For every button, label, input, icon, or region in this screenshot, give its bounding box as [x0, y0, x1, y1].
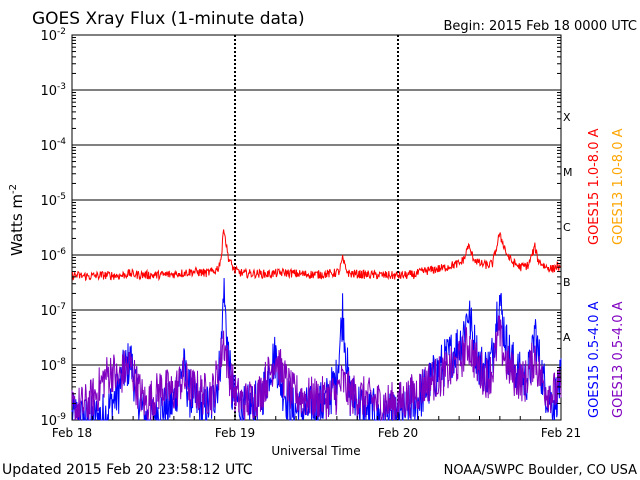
y-tick-base: 10: [40, 249, 57, 264]
y-tick-base: 10: [40, 29, 57, 44]
x-axis-title: Universal Time: [271, 444, 360, 458]
y-tick-exponent: -4: [57, 137, 66, 147]
y-tick-exponent: -7: [57, 302, 66, 312]
x-tick-label: Feb 21: [541, 426, 581, 440]
flare-class-label: B: [563, 276, 571, 289]
y-tick-exponent: -9: [57, 412, 66, 422]
legend-entry: GOES13 0.5-4.0 A: [611, 301, 626, 418]
flare-class-label: M: [563, 166, 573, 179]
y-tick-label: 10-4: [40, 137, 66, 154]
flare-class-label: A: [563, 331, 571, 344]
y-tick-base: 10: [40, 304, 57, 319]
y-tick-exponent: -6: [57, 247, 66, 257]
x-tick-label: Feb 20: [378, 426, 418, 440]
y-axis-title-text: Watts m: [8, 194, 26, 256]
x-tick-label: Feb 18: [52, 426, 92, 440]
legend-entry: GOES15 1.0-8.0 A: [587, 128, 602, 245]
begin-label: Begin: 2015 Feb 18 0000 UTC: [443, 19, 637, 34]
y-tick-label: 10-7: [40, 302, 66, 319]
y-tick-exponent: -8: [57, 357, 66, 367]
y-tick-label: 10-2: [40, 27, 66, 44]
y-tick-base: 10: [40, 414, 57, 429]
y-tick-exponent: -3: [57, 82, 66, 92]
y-tick-exponent: -5: [57, 192, 66, 202]
y-tick-label: 10-8: [40, 357, 66, 374]
y-tick-label: 10-9: [40, 412, 66, 429]
y-tick-label: 10-6: [40, 247, 66, 264]
y-tick-base: 10: [40, 84, 57, 99]
chart-title: GOES Xray Flux (1-minute data): [32, 9, 305, 29]
y-tick-exponent: -2: [57, 27, 66, 37]
legend: GOES15 1.0-8.0 A GOES13 1.0-8.0 A GOES15 0…: [587, 128, 626, 418]
flare-class-label: X: [563, 111, 571, 124]
updated-timestamp: Updated 2015 Feb 20 23:58:12 UTC: [2, 462, 253, 478]
y-tick-base: 10: [40, 139, 57, 154]
y-tick-base: 10: [40, 359, 57, 374]
y-axis-title: Watts m-2: [8, 184, 26, 256]
y-axis-title-exp: -2: [8, 184, 19, 194]
legend-entry: GOES13 1.0-8.0 A: [611, 128, 626, 245]
legend-entry: GOES15 0.5-4.0 A: [587, 301, 602, 418]
credit-text: NOAA/SWPC Boulder, CO USA: [444, 463, 637, 478]
y-tick-base: 10: [40, 194, 57, 209]
x-tick-label: Feb 19: [215, 426, 255, 440]
series-line-3: [71, 315, 562, 421]
flare-class-label: C: [563, 221, 571, 234]
y-tick-label: 10-5: [40, 192, 66, 209]
series-line-0: [71, 229, 562, 282]
y-tick-label: 10-3: [40, 82, 66, 99]
